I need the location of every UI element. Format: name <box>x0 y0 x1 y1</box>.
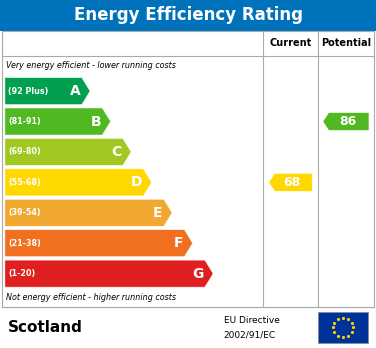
Text: (81-91): (81-91) <box>8 117 41 126</box>
Text: (92 Plus): (92 Plus) <box>8 87 48 96</box>
Polygon shape <box>5 230 193 257</box>
Text: Potential: Potential <box>321 38 371 48</box>
Text: E: E <box>153 206 163 220</box>
Polygon shape <box>323 112 369 130</box>
Text: Current: Current <box>269 38 312 48</box>
Text: F: F <box>174 236 183 250</box>
Polygon shape <box>268 173 312 191</box>
Text: (39-54): (39-54) <box>8 208 41 217</box>
Text: Very energy efficient - lower running costs: Very energy efficient - lower running co… <box>6 61 176 70</box>
Text: Not energy efficient - higher running costs: Not energy efficient - higher running co… <box>6 293 176 302</box>
Text: 86: 86 <box>339 115 356 128</box>
Bar <box>2 31 374 307</box>
Polygon shape <box>5 108 111 135</box>
Polygon shape <box>5 169 152 196</box>
Polygon shape <box>5 260 213 287</box>
Text: 68: 68 <box>284 176 301 189</box>
Polygon shape <box>5 199 172 226</box>
Text: EU Directive: EU Directive <box>224 316 280 325</box>
Text: 2002/91/EC: 2002/91/EC <box>224 330 276 339</box>
Text: G: G <box>193 267 204 280</box>
Bar <box>318 312 368 343</box>
Text: (21-38): (21-38) <box>8 239 41 248</box>
Bar <box>0 0 376 31</box>
Text: B: B <box>91 114 101 128</box>
Text: Scotland: Scotland <box>8 320 82 335</box>
Text: (1-20): (1-20) <box>8 269 35 278</box>
Polygon shape <box>5 139 131 165</box>
Text: C: C <box>111 145 122 159</box>
Text: Energy Efficiency Rating: Energy Efficiency Rating <box>73 6 303 24</box>
Text: (55-68): (55-68) <box>8 178 41 187</box>
Text: (69-80): (69-80) <box>8 148 41 157</box>
Text: A: A <box>70 84 81 98</box>
Text: D: D <box>131 175 142 189</box>
Polygon shape <box>5 78 90 105</box>
